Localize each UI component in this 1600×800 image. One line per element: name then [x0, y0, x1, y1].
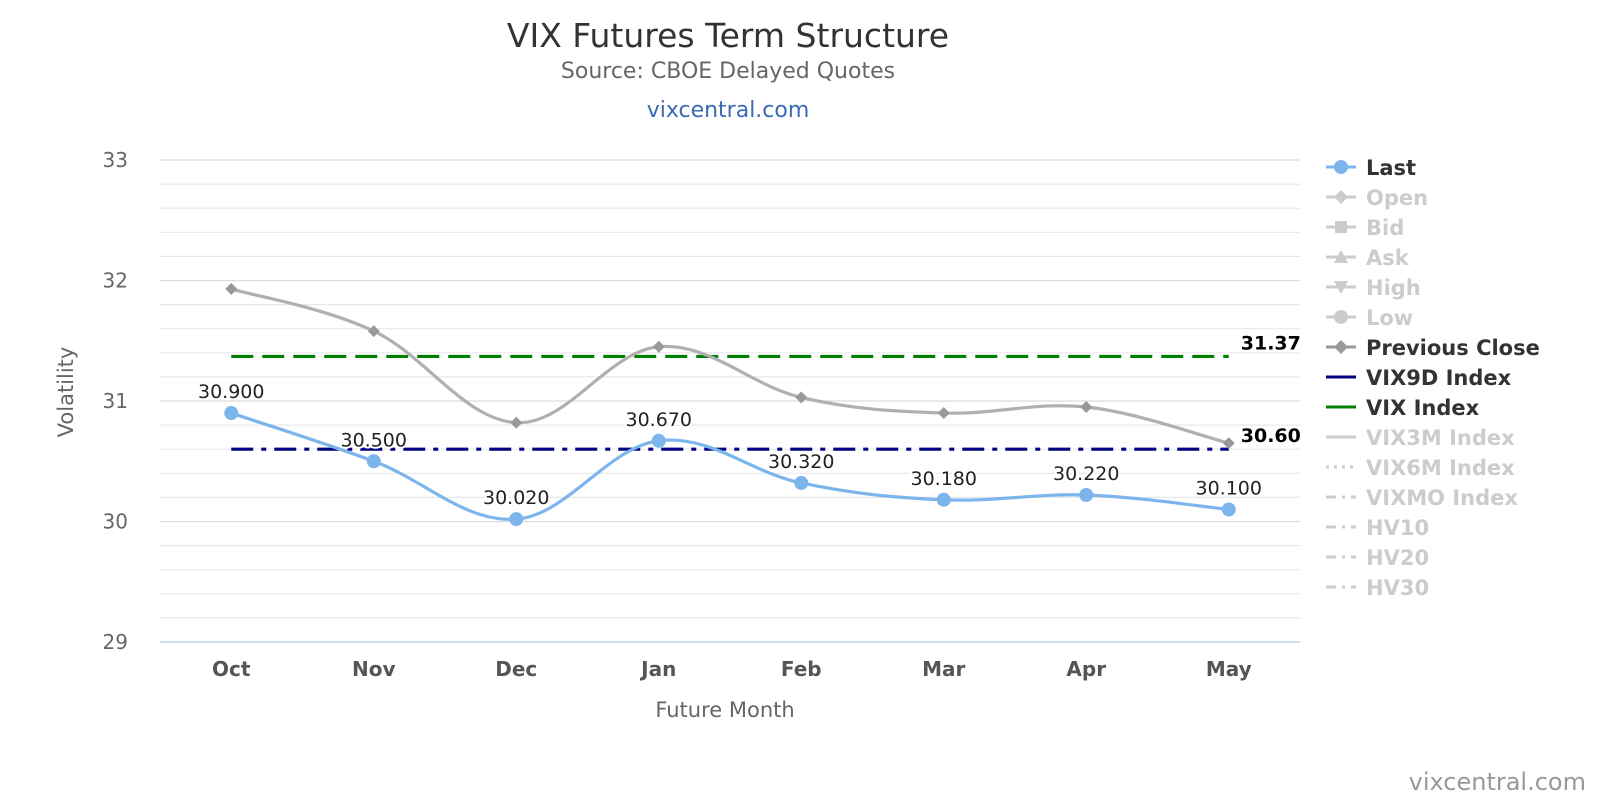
- last-point[interactable]: [651, 433, 666, 448]
- last-point[interactable]: [936, 492, 951, 507]
- y-tick-label: 30: [103, 510, 128, 534]
- legend-diamond-marker: [1334, 190, 1348, 204]
- legend-square-marker: [1335, 221, 1347, 233]
- last-line: [230, 411, 1229, 521]
- legend-item-high[interactable]: High: [1326, 276, 1421, 300]
- x-axis-ticks: Oct Nov Dec Jan Feb Mar Apr May: [212, 657, 1252, 681]
- y-tick-label: 29: [103, 630, 128, 654]
- legend-item-open[interactable]: Open: [1326, 186, 1428, 210]
- data-labels-layer: 31.37 30.60 30.900 30.500 30.020 30.670 30.320…: [196, 330, 1303, 511]
- legend-label: Low: [1366, 306, 1413, 330]
- vix-index-label: 31.37: [1241, 332, 1301, 354]
- previous-close-point[interactable]: [367, 325, 380, 338]
- credits-link[interactable]: vixcentral.com: [1409, 768, 1586, 796]
- last-point[interactable]: [224, 406, 239, 421]
- y-axis-ticks: 29 30 31 32 33: [103, 148, 128, 654]
- legend-triangle-marker: [1334, 250, 1348, 263]
- y-axis-title: Volatility: [54, 347, 78, 438]
- legend-item-vix3m-index[interactable]: VIX3M Index: [1326, 426, 1515, 450]
- legend-item-vixmo-index[interactable]: VIXMO Index: [1326, 486, 1518, 510]
- previous-close-point[interactable]: [510, 416, 523, 429]
- legend-label: Last: [1366, 156, 1416, 180]
- legend-item-previous-close[interactable]: Previous Close: [1326, 336, 1540, 360]
- legend-label: High: [1366, 276, 1421, 300]
- last-point[interactable]: [366, 454, 381, 469]
- x-tick-label: Mar: [922, 657, 965, 681]
- legend-label: Previous Close: [1366, 336, 1540, 360]
- legend-item-vix9d-index[interactable]: VIX9D Index: [1326, 366, 1512, 390]
- previous-close-point[interactable]: [937, 407, 950, 420]
- legend-label: VIXMO Index: [1366, 486, 1518, 510]
- previous-close-point[interactable]: [225, 282, 238, 295]
- last-data-label: 30.900: [198, 381, 264, 403]
- last-data-label: 30.500: [341, 429, 407, 451]
- x-tick-label: May: [1206, 657, 1252, 681]
- y-tick-label: 33: [103, 148, 128, 172]
- legend-label: VIX3M Index: [1366, 426, 1515, 450]
- previous-close-point[interactable]: [652, 340, 665, 353]
- legend-item-low[interactable]: Low: [1326, 306, 1413, 330]
- grid-lines: [160, 159, 1300, 619]
- last-data-label: 30.670: [626, 409, 692, 431]
- last-data-label: 30.020: [483, 487, 549, 509]
- last-data-label: 30.320: [768, 451, 834, 473]
- chart-title: VIX Futures Term Structure: [507, 16, 949, 55]
- chart-subtitle: Source: CBOE Delayed Quotes: [561, 59, 895, 84]
- legend-label: HV20: [1366, 546, 1429, 570]
- x-axis-title: Future Month: [655, 698, 794, 722]
- legend-item-hv30[interactable]: HV30: [1326, 576, 1429, 600]
- last-point[interactable]: [509, 512, 524, 527]
- legend-item-hv10[interactable]: HV10: [1326, 516, 1429, 540]
- legend-circle-marker: [1334, 160, 1348, 174]
- series-layer: [224, 282, 1236, 527]
- legend-item-last[interactable]: Last: [1326, 156, 1416, 180]
- previous-close-line: [230, 287, 1230, 445]
- x-tick-label: Oct: [212, 657, 251, 681]
- last-point[interactable]: [1221, 502, 1236, 517]
- y-tick-label: 32: [103, 269, 128, 293]
- x-tick-label: Feb: [781, 657, 822, 681]
- x-tick-label: Nov: [352, 657, 396, 681]
- last-data-label: 30.100: [1196, 477, 1262, 499]
- legend-label: HV30: [1366, 576, 1429, 600]
- previous-close-point[interactable]: [1080, 401, 1093, 414]
- x-tick-label: Dec: [495, 657, 537, 681]
- last-point[interactable]: [1079, 487, 1094, 502]
- legend-label: VIX Index: [1366, 396, 1480, 420]
- legend-label: HV10: [1366, 516, 1429, 540]
- last-data-label: 30.180: [911, 468, 977, 490]
- legend-item-bid[interactable]: Bid: [1326, 216, 1404, 240]
- x-tick-label: Apr: [1066, 657, 1106, 681]
- last-data-label: 30.220: [1053, 463, 1119, 485]
- last-point[interactable]: [794, 475, 809, 490]
- vix9d-index-label: 30.60: [1241, 425, 1301, 447]
- previous-close-point[interactable]: [795, 391, 808, 404]
- legend-item-vix-index[interactable]: VIX Index: [1326, 396, 1480, 420]
- site-link[interactable]: vixcentral.com: [647, 98, 810, 123]
- previous-close-point[interactable]: [1222, 437, 1235, 450]
- legend-diamond-marker: [1334, 340, 1348, 354]
- legend-circle-marker: [1334, 310, 1348, 324]
- legend-item-hv20[interactable]: HV20: [1326, 546, 1429, 570]
- legend-label: Bid: [1366, 216, 1404, 240]
- legend: Last Open Bid Ask High Low Previous Close VIX9D…: [1326, 156, 1540, 600]
- legend-item-ask[interactable]: Ask: [1326, 246, 1410, 270]
- legend-label: VIX9D Index: [1366, 366, 1512, 390]
- legend-label: VIX6M Index: [1366, 456, 1515, 480]
- legend-triangle-down-marker: [1334, 281, 1348, 294]
- x-tick-label: Jan: [639, 657, 676, 681]
- legend-label: Ask: [1366, 246, 1410, 270]
- y-tick-label: 31: [103, 389, 128, 413]
- legend-item-vix6m-index[interactable]: VIX6M Index: [1326, 456, 1515, 480]
- legend-label: Open: [1366, 186, 1428, 210]
